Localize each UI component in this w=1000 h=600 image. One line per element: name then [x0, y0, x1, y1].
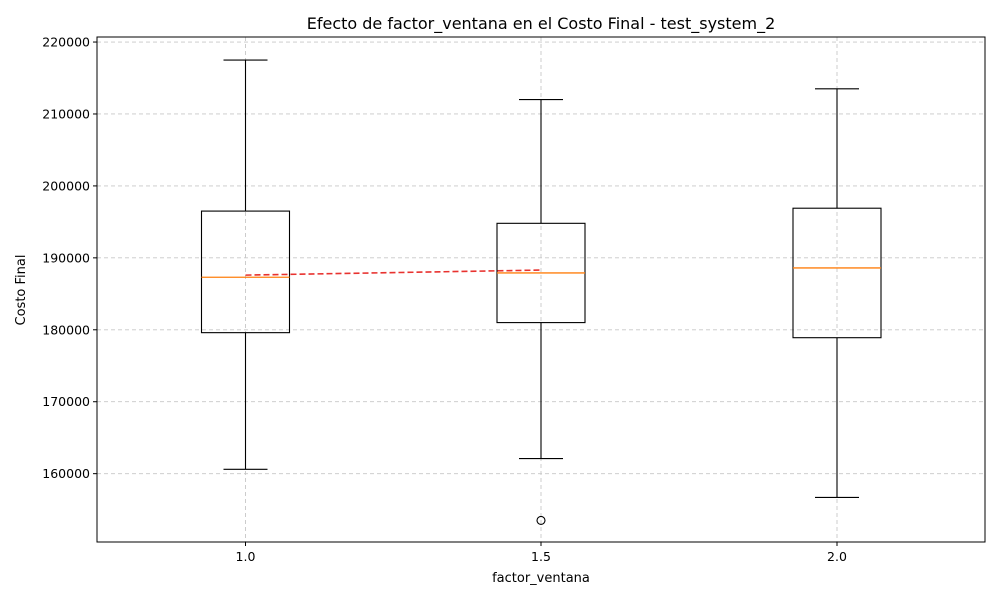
y-tick-label: 210000 — [42, 106, 90, 121]
box-1.0 — [200, 59, 291, 470]
trend-line-group — [245, 269, 542, 276]
x-tick-label: 1.5 — [531, 549, 551, 564]
y-tick-label: 190000 — [42, 250, 90, 265]
iqr-box — [792, 207, 882, 339]
outlier-point — [536, 515, 546, 525]
y-tick-label: 170000 — [42, 394, 90, 409]
x-tick-label: 2.0 — [827, 549, 847, 564]
x-axis-label: factor_ventana — [492, 571, 590, 586]
y-tick-label: 180000 — [42, 322, 90, 337]
y-axis-label: Costo Final — [14, 255, 29, 326]
x-tick-label: 1.0 — [236, 549, 256, 564]
boxes — [200, 59, 882, 525]
y-tick-label: 200000 — [42, 178, 90, 193]
axis-ticks: 160000 170000 180000 190000 200000 210000 2200… — [42, 35, 847, 564]
chart-title: Efecto de factor_ventana en el Costo Fin… — [307, 14, 776, 34]
y-tick-label: 160000 — [42, 466, 90, 481]
box-1.5 — [496, 99, 586, 525]
box-2.0 — [792, 88, 882, 498]
y-tick-label: 220000 — [42, 35, 90, 50]
iqr-box — [200, 210, 291, 334]
trend-line — [245, 269, 542, 276]
